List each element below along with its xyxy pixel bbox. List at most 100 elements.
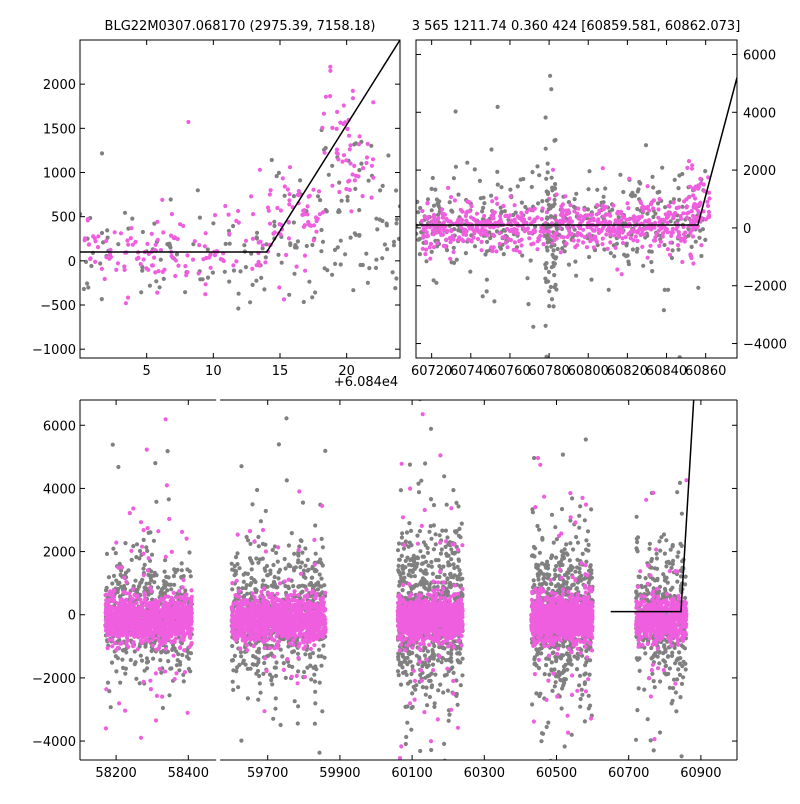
y-tick-label: 0 — [743, 222, 751, 237]
data-point — [292, 649, 296, 653]
data-point — [448, 200, 452, 204]
data-point — [140, 545, 144, 549]
data-point — [323, 449, 327, 453]
data-point — [165, 785, 169, 789]
data-point — [277, 442, 281, 446]
data-point — [295, 674, 299, 678]
data-point — [691, 186, 695, 190]
data-point — [274, 696, 278, 700]
data-point — [496, 105, 500, 109]
data-point — [548, 74, 552, 78]
data-point — [96, 245, 100, 249]
data-point — [155, 291, 159, 295]
data-point — [271, 601, 275, 605]
data-point — [238, 646, 242, 650]
data-point — [706, 215, 710, 219]
data-point — [96, 234, 100, 238]
data-point — [365, 155, 369, 159]
data-point — [575, 212, 579, 216]
data-point — [276, 560, 280, 564]
data-point — [250, 502, 254, 506]
data-point — [371, 157, 375, 161]
data-point — [630, 229, 634, 233]
data-point — [498, 214, 502, 218]
data-point — [357, 168, 361, 172]
data-point — [152, 256, 156, 260]
data-point — [223, 204, 227, 208]
data-point — [370, 164, 374, 168]
data-point — [167, 693, 171, 697]
data-point — [336, 157, 340, 161]
data-point — [114, 579, 118, 583]
data-point — [330, 273, 334, 277]
data-point — [330, 126, 334, 130]
data-point — [104, 239, 108, 243]
data-point — [460, 218, 464, 222]
data-point — [423, 252, 427, 256]
data-point — [162, 268, 166, 272]
data-point — [658, 197, 662, 201]
data-point — [544, 266, 548, 270]
data-point — [421, 236, 425, 240]
data-point — [250, 567, 254, 571]
data-point — [124, 301, 128, 305]
data-point — [105, 552, 109, 556]
data-point — [153, 605, 157, 609]
data-point — [161, 230, 165, 234]
data-point — [483, 228, 487, 232]
data-point — [274, 551, 278, 555]
data-point — [143, 591, 147, 595]
data-point — [674, 227, 678, 231]
data-point — [506, 215, 510, 219]
data-point — [117, 635, 121, 639]
data-point — [475, 212, 479, 216]
data-point — [111, 606, 115, 610]
data-point — [164, 555, 168, 559]
data-point — [263, 566, 267, 570]
data-point — [271, 563, 275, 567]
data-point — [553, 215, 557, 219]
data-point — [284, 416, 288, 420]
x-tick-label: 60840 — [646, 364, 687, 379]
data-point — [197, 271, 201, 275]
data-point — [128, 511, 132, 515]
data-point — [241, 586, 245, 590]
data-point — [282, 661, 286, 665]
data-point — [153, 461, 157, 465]
data-point — [249, 612, 253, 616]
data-point — [303, 254, 307, 258]
data-point — [603, 219, 607, 223]
data-point — [122, 606, 126, 610]
data-point — [273, 575, 277, 579]
data-point — [632, 214, 636, 218]
data-point — [158, 667, 162, 671]
data-point — [262, 638, 266, 642]
data-point — [672, 214, 676, 218]
data-point — [297, 615, 301, 619]
data-point — [421, 247, 425, 251]
data-point — [273, 230, 277, 234]
data-point — [592, 245, 596, 249]
data-point — [118, 642, 122, 646]
data-point — [140, 641, 144, 645]
data-point — [602, 195, 606, 199]
data-point — [647, 218, 651, 222]
data-point — [640, 206, 644, 210]
data-point — [428, 257, 432, 261]
data-point — [141, 626, 145, 630]
data-point — [147, 601, 151, 605]
data-point — [287, 202, 291, 206]
data-point — [296, 585, 300, 589]
data-point — [688, 231, 692, 235]
data-point — [302, 300, 306, 304]
data-point — [422, 228, 426, 232]
data-point — [317, 648, 321, 652]
data-point — [131, 544, 135, 548]
data-point — [311, 666, 315, 670]
data-point — [370, 196, 374, 200]
data-point — [292, 194, 296, 198]
data-point — [233, 569, 237, 573]
data-point — [392, 240, 396, 244]
data-point — [561, 216, 565, 220]
data-point — [176, 632, 180, 636]
